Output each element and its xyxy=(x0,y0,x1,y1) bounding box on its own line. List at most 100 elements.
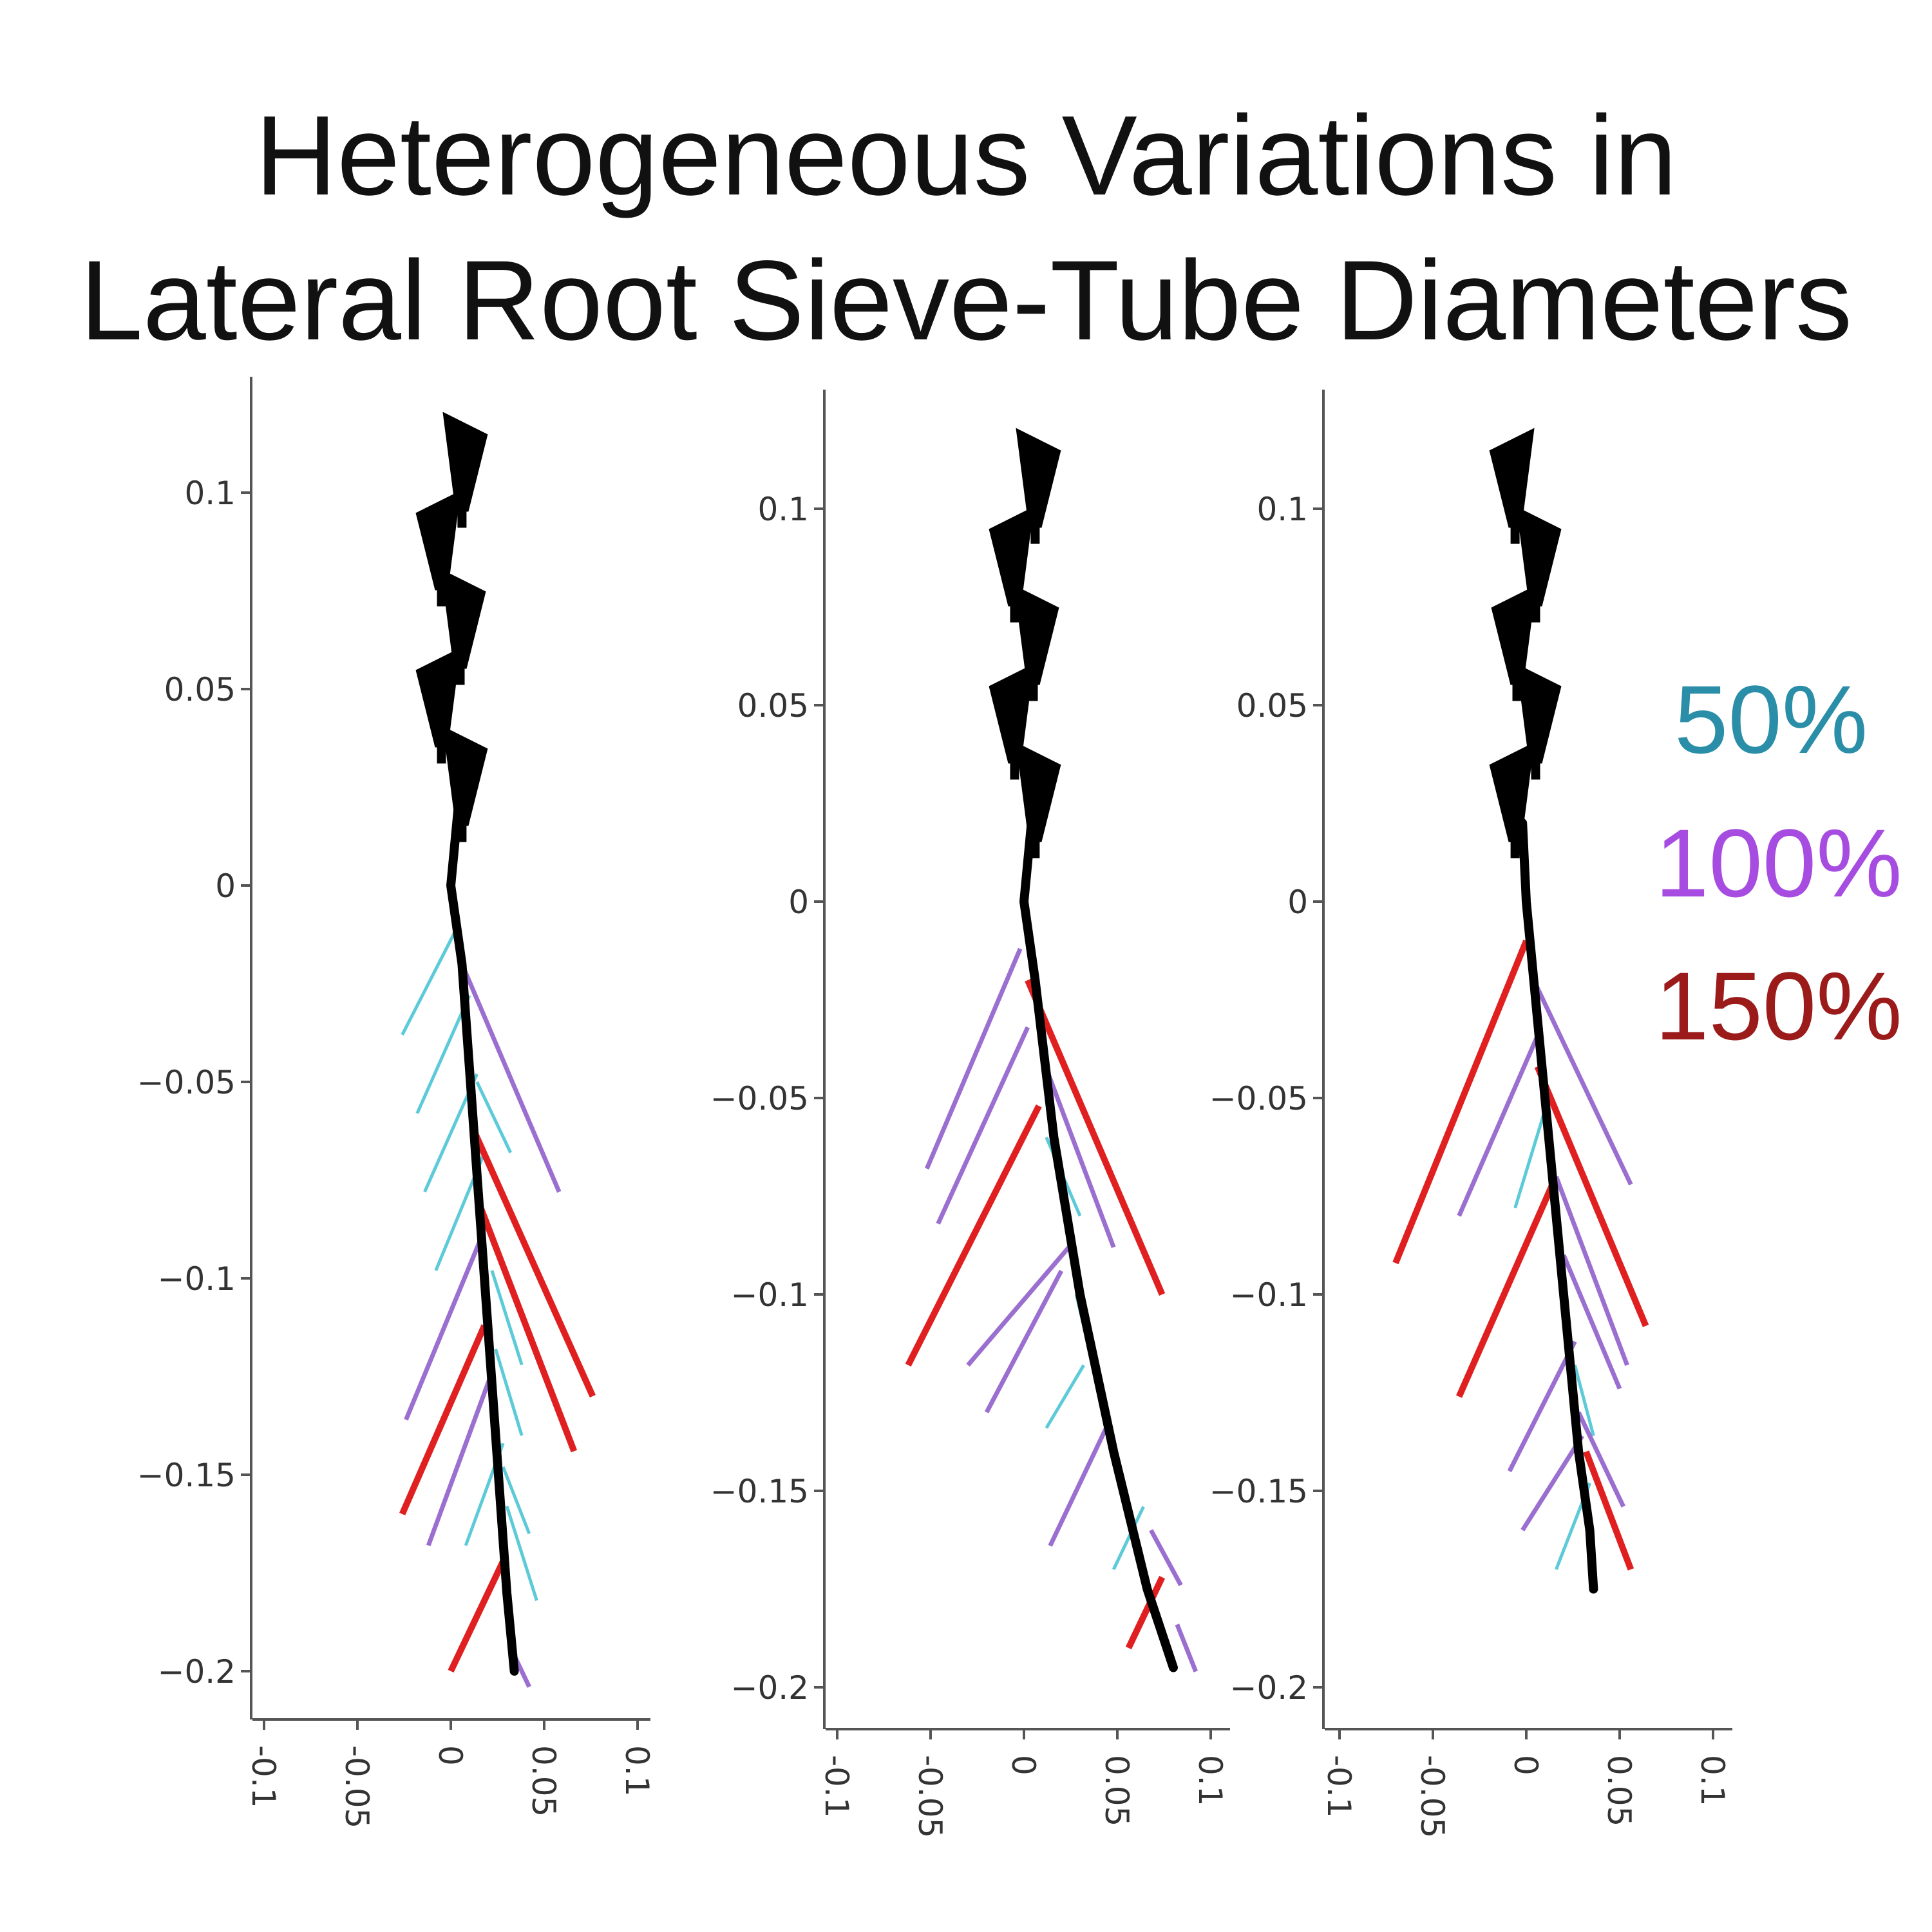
y-tick-label: 0 xyxy=(1287,884,1308,921)
x-tick-label: -0.1 xyxy=(1320,1755,1358,1818)
lateral-root-50pct-7 xyxy=(494,1349,524,1436)
lateral-root-100pct-13 xyxy=(426,1372,495,1547)
lateral-root-100pct-8 xyxy=(1507,1340,1577,1473)
x-tick-label: -0.05 xyxy=(911,1755,949,1838)
lateral-root-100pct-12 xyxy=(404,1238,483,1421)
lateral-root-100pct-4 xyxy=(1531,979,1633,1186)
lateral-root-50pct-3 xyxy=(1045,1364,1085,1429)
taproot-line xyxy=(1019,819,1178,1672)
lateral-root-100pct-5 xyxy=(1457,1026,1544,1217)
y-tick-label: 0.1 xyxy=(757,491,809,528)
hypocotyl-segment-3 xyxy=(440,569,486,669)
x-tick-label: -0.05 xyxy=(338,1745,375,1828)
panel-1: 0.1 0.05 0 −0.05 −0.1 −0.15 −0.2 -0.1 -0.05 0 0.05… xyxy=(137,377,656,1828)
lateral-root-150pct-12 xyxy=(1534,1065,1649,1327)
lateral-root-150pct-17 xyxy=(399,1324,488,1515)
lateral-root-50pct-2 xyxy=(415,994,471,1114)
lateral-root-150pct-11 xyxy=(1392,940,1530,1265)
panel-3: 0.1 0.05 0 −0.05 −0.1 −0.15 −0.2 -0.1 -0.05 0 0.05… xyxy=(1209,390,1732,1838)
lateral-root-150pct-13 xyxy=(1456,1183,1556,1398)
y-tick-label: 0.05 xyxy=(1236,687,1308,724)
hypocotyl-segment-3 xyxy=(1014,585,1059,685)
lateral-root-100pct-7 xyxy=(1040,1057,1116,1249)
lateral-root-150pct-18 xyxy=(448,1560,506,1673)
y-tick-label: −0.15 xyxy=(137,1457,236,1494)
lateral-root-150pct-16 xyxy=(477,1206,578,1453)
hypocotyl-segment-2 xyxy=(989,506,1034,607)
y-tick-label: 0.1 xyxy=(184,475,236,512)
y-tick-label: −0.15 xyxy=(710,1473,809,1510)
lateral-root-50pct-6 xyxy=(490,1270,524,1365)
lateral-root-100pct-9 xyxy=(1577,1411,1625,1508)
lateral-root-50pct-5 xyxy=(475,1081,513,1153)
y-tick-label: 0.05 xyxy=(737,687,809,724)
taproot-line xyxy=(1518,819,1598,1594)
hypocotyl-segment-5 xyxy=(1489,742,1535,842)
x-tick-label: -0.05 xyxy=(1414,1755,1451,1838)
lateral-root-100pct-9 xyxy=(984,1269,1064,1414)
y-tick-label: −0.1 xyxy=(731,1276,809,1314)
hypocotyl-segment-5 xyxy=(1016,742,1061,842)
lateral-root-100pct-10 xyxy=(1048,1426,1108,1547)
x-tick-label: 0.1 xyxy=(1694,1755,1731,1806)
legend-item-150: 150% xyxy=(1655,952,1902,1060)
lateral-root-50pct-1 xyxy=(401,932,457,1036)
hypocotyl-segment-1 xyxy=(1489,428,1535,528)
title-line-1: Heterogeneous Variations in xyxy=(255,93,1677,219)
y-tick-label: −0.05 xyxy=(710,1080,809,1117)
hypocotyl-segment-4 xyxy=(1516,663,1562,764)
hypocotyl-segment-4 xyxy=(989,663,1034,764)
taproot-line xyxy=(446,802,519,1676)
chart-title: Heterogeneous Variations in Lateral Root… xyxy=(0,84,1932,374)
lateral-root-100pct-5 xyxy=(924,947,1023,1170)
hypocotyl-segment-5 xyxy=(442,726,488,826)
panel-2: 0.1 0.05 0 −0.05 −0.1 −0.15 −0.2 -0.1 -0.05 0 0.05… xyxy=(710,390,1230,1838)
hypocotyl-segment-1 xyxy=(1016,428,1061,528)
hypocotyl-segment-2 xyxy=(1516,506,1562,607)
legend-item-100: 100% xyxy=(1655,809,1902,917)
x-tick-label: 0.05 xyxy=(525,1745,562,1817)
x-tick-label: 0 xyxy=(1507,1755,1544,1776)
lateral-root-100pct-6 xyxy=(1554,1175,1629,1367)
lateral-root-100pct-11 xyxy=(460,963,562,1193)
lateral-root-50pct-8 xyxy=(501,1466,531,1535)
hypocotyl-segment-3 xyxy=(1491,585,1537,685)
lateral-root-50pct-2 xyxy=(1573,1365,1595,1437)
lateral-root-100pct-12 xyxy=(1175,1624,1198,1672)
y-tick-label: −0.2 xyxy=(158,1653,236,1690)
lateral-root-100pct-11 xyxy=(1149,1529,1183,1587)
y-tick-label: 0.05 xyxy=(164,671,236,708)
x-tick-label: -0.1 xyxy=(245,1745,282,1808)
y-tick-label: −0.2 xyxy=(1230,1669,1308,1707)
lateral-root-100pct-7 xyxy=(1561,1254,1622,1390)
y-tick-label: −0.05 xyxy=(137,1064,236,1101)
legend-item-50: 50% xyxy=(1674,665,1868,773)
lateral-root-150pct-15 xyxy=(1125,1576,1166,1650)
lateral-root-150pct-14 xyxy=(1583,1450,1634,1571)
y-tick-label: −0.05 xyxy=(1209,1080,1308,1117)
lateral-root-150pct-13 xyxy=(1025,979,1166,1296)
lateral-root-100pct-10 xyxy=(1520,1434,1584,1531)
hypocotyl-segment-1 xyxy=(442,412,488,512)
lateral-root-150pct-15 xyxy=(470,1128,596,1398)
x-tick-label: 0.1 xyxy=(1191,1755,1229,1806)
lateral-root-50pct-10 xyxy=(505,1506,538,1601)
lateral-root-150pct-14 xyxy=(905,1104,1042,1367)
y-tick-label: −0.1 xyxy=(1230,1276,1308,1314)
title-line-2: Lateral Root Sieve-Tube Diameters xyxy=(79,238,1853,364)
lateral-root-100pct-6 xyxy=(936,1026,1030,1225)
x-tick-label: 0 xyxy=(1005,1755,1042,1776)
lateral-root-100pct-8 xyxy=(966,1245,1071,1367)
x-tick-label: 0.1 xyxy=(618,1745,656,1797)
y-tick-label: −0.1 xyxy=(158,1260,236,1298)
hypocotyl-segment-4 xyxy=(415,647,461,748)
y-tick-label: −0.2 xyxy=(731,1669,809,1707)
y-tick-label: 0.1 xyxy=(1256,491,1308,528)
lateral-root-50pct-4 xyxy=(1112,1506,1145,1571)
y-tick-label: −0.15 xyxy=(1209,1473,1308,1510)
x-tick-label: -0.1 xyxy=(818,1755,855,1818)
x-tick-label: 0.05 xyxy=(1098,1755,1135,1826)
y-tick-label: 0 xyxy=(215,867,236,905)
hypocotyl-segment-2 xyxy=(415,490,461,591)
